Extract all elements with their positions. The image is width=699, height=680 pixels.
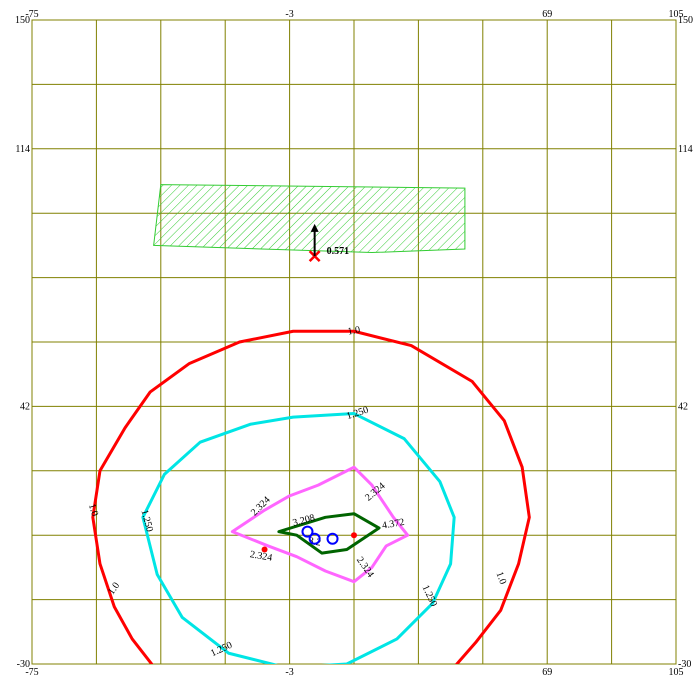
center-marker <box>326 532 339 545</box>
contour-label: 1.0 <box>86 502 100 517</box>
vector-arrow-head <box>310 223 319 232</box>
contour-label: 2.324 <box>354 555 376 580</box>
contour-line-1-250 <box>141 412 456 664</box>
contour-label: 1.0 <box>106 580 122 597</box>
grid <box>32 20 676 664</box>
x-tick-label-top: 105 <box>669 9 684 20</box>
x-tick-label-bottom: -75 <box>25 667 38 678</box>
y-tick-label-right: -30 <box>678 659 691 670</box>
contour-label: 1.250 <box>420 583 439 608</box>
y-tick-label-left: 150 <box>15 15 30 26</box>
x-tick-label-bottom: -3 <box>285 667 293 678</box>
red-dot-marker <box>261 546 268 553</box>
contour-lines: 1.01.01.01.01.2501.2501.2501.2502.3242.3… <box>86 325 531 664</box>
contour-label: 3.2 <box>308 536 322 549</box>
y-tick-label-left: 114 <box>15 144 30 155</box>
x-tick-label-bottom: 69 <box>542 667 552 678</box>
contour-label: 1.0 <box>347 325 361 338</box>
contour-line-3-208 <box>277 512 381 555</box>
contour-label: 3.208 <box>292 512 317 528</box>
center-marker <box>308 532 321 545</box>
source-markers: 0.571 <box>261 223 357 553</box>
red-dot-marker <box>351 532 357 539</box>
y-tick-label-right: 42 <box>678 401 688 412</box>
y-tick-label-right: 114 <box>678 144 693 155</box>
x-tick-label-top: -3 <box>285 9 293 20</box>
contour-line-1-0 <box>91 329 531 664</box>
inner-markers <box>301 525 339 545</box>
y-tick-label-left: -30 <box>17 659 30 670</box>
x-tick-label-top: 69 <box>542 9 552 20</box>
y-tick-label-left: 42 <box>20 401 30 412</box>
center-marker <box>301 525 314 538</box>
x-tick-label-bottom: 105 <box>669 667 684 678</box>
y-tick-label-right: 150 <box>678 15 693 26</box>
contour-label: 4.372 <box>381 517 405 532</box>
contour-label: 2.324 <box>249 549 273 564</box>
contour-line-2-324 <box>230 465 410 584</box>
contour-label: 2.324 <box>363 481 387 504</box>
hatched-region <box>153 184 466 254</box>
contour-label: 1.0 <box>494 570 509 586</box>
contour-label: 1.250 <box>138 509 154 534</box>
plot-frame <box>31 19 677 665</box>
x-tick-label-top: -75 <box>25 9 38 20</box>
vector-label: 0.571 <box>327 246 350 257</box>
